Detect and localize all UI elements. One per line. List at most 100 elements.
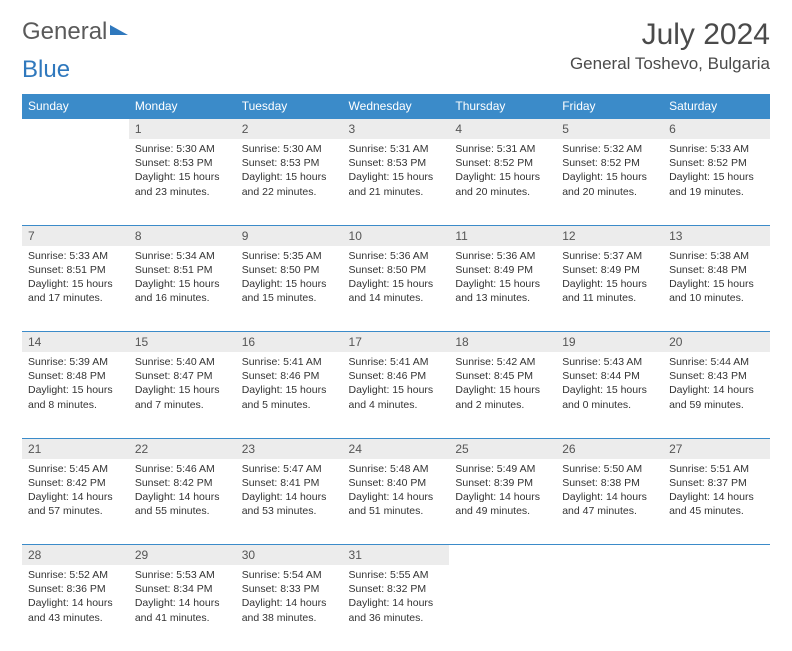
- day-cell: Sunrise: 5:33 AMSunset: 8:51 PMDaylight:…: [22, 246, 129, 332]
- day-number-cell: 31: [343, 545, 450, 566]
- day-cell: Sunrise: 5:41 AMSunset: 8:46 PMDaylight:…: [343, 352, 450, 438]
- day-number-cell: 28: [22, 545, 129, 566]
- day-number-cell: 22: [129, 438, 236, 459]
- day-cell: Sunrise: 5:53 AMSunset: 8:34 PMDaylight:…: [129, 565, 236, 651]
- day-details: Sunrise: 5:35 AMSunset: 8:50 PMDaylight:…: [236, 246, 343, 312]
- day-number-cell: 26: [556, 438, 663, 459]
- logo-text-1: General: [22, 18, 107, 46]
- day-cell: Sunrise: 5:35 AMSunset: 8:50 PMDaylight:…: [236, 246, 343, 332]
- weekday-header: Monday: [129, 94, 236, 119]
- day-number-row: 14151617181920: [22, 332, 770, 353]
- day-details: Sunrise: 5:33 AMSunset: 8:51 PMDaylight:…: [22, 246, 129, 312]
- day-content-row: Sunrise: 5:33 AMSunset: 8:51 PMDaylight:…: [22, 246, 770, 332]
- day-cell: Sunrise: 5:36 AMSunset: 8:49 PMDaylight:…: [449, 246, 556, 332]
- day-cell: Sunrise: 5:47 AMSunset: 8:41 PMDaylight:…: [236, 459, 343, 545]
- day-cell: Sunrise: 5:43 AMSunset: 8:44 PMDaylight:…: [556, 352, 663, 438]
- day-cell: Sunrise: 5:36 AMSunset: 8:50 PMDaylight:…: [343, 246, 450, 332]
- day-number-cell: 23: [236, 438, 343, 459]
- day-number-cell: 11: [449, 225, 556, 246]
- day-number-cell: [663, 545, 770, 566]
- day-cell: Sunrise: 5:51 AMSunset: 8:37 PMDaylight:…: [663, 459, 770, 545]
- day-number-cell: 24: [343, 438, 450, 459]
- day-details: Sunrise: 5:30 AMSunset: 8:53 PMDaylight:…: [129, 139, 236, 205]
- day-cell: Sunrise: 5:46 AMSunset: 8:42 PMDaylight:…: [129, 459, 236, 545]
- day-number-cell: 4: [449, 119, 556, 140]
- title-block: July 2024 General Toshevo, Bulgaria: [570, 18, 770, 74]
- day-details: Sunrise: 5:34 AMSunset: 8:51 PMDaylight:…: [129, 246, 236, 312]
- day-details: Sunrise: 5:44 AMSunset: 8:43 PMDaylight:…: [663, 352, 770, 418]
- day-number-cell: 14: [22, 332, 129, 353]
- day-cell: Sunrise: 5:31 AMSunset: 8:53 PMDaylight:…: [343, 139, 450, 225]
- day-details: Sunrise: 5:47 AMSunset: 8:41 PMDaylight:…: [236, 459, 343, 525]
- day-number-row: 28293031: [22, 545, 770, 566]
- day-content-row: Sunrise: 5:52 AMSunset: 8:36 PMDaylight:…: [22, 565, 770, 651]
- day-details: Sunrise: 5:46 AMSunset: 8:42 PMDaylight:…: [129, 459, 236, 525]
- day-cell: Sunrise: 5:54 AMSunset: 8:33 PMDaylight:…: [236, 565, 343, 651]
- day-details: Sunrise: 5:50 AMSunset: 8:38 PMDaylight:…: [556, 459, 663, 525]
- day-number-cell: 17: [343, 332, 450, 353]
- day-cell: Sunrise: 5:41 AMSunset: 8:46 PMDaylight:…: [236, 352, 343, 438]
- day-details: Sunrise: 5:31 AMSunset: 8:53 PMDaylight:…: [343, 139, 450, 205]
- day-details: Sunrise: 5:32 AMSunset: 8:52 PMDaylight:…: [556, 139, 663, 205]
- day-number-cell: 19: [556, 332, 663, 353]
- day-number-cell: 6: [663, 119, 770, 140]
- location: General Toshevo, Bulgaria: [570, 54, 770, 74]
- day-number-cell: 5: [556, 119, 663, 140]
- day-number-row: 21222324252627: [22, 438, 770, 459]
- day-cell: Sunrise: 5:30 AMSunset: 8:53 PMDaylight:…: [129, 139, 236, 225]
- day-number-cell: 30: [236, 545, 343, 566]
- weekday-header: Saturday: [663, 94, 770, 119]
- logo: General: [22, 18, 128, 46]
- day-details: Sunrise: 5:49 AMSunset: 8:39 PMDaylight:…: [449, 459, 556, 525]
- day-number-cell: 3: [343, 119, 450, 140]
- day-details: Sunrise: 5:54 AMSunset: 8:33 PMDaylight:…: [236, 565, 343, 631]
- day-cell: Sunrise: 5:55 AMSunset: 8:32 PMDaylight:…: [343, 565, 450, 651]
- day-details: Sunrise: 5:30 AMSunset: 8:53 PMDaylight:…: [236, 139, 343, 205]
- day-number-cell: 10: [343, 225, 450, 246]
- day-cell: Sunrise: 5:45 AMSunset: 8:42 PMDaylight:…: [22, 459, 129, 545]
- day-number-cell: [556, 545, 663, 566]
- day-number-cell: [22, 119, 129, 140]
- day-details: Sunrise: 5:53 AMSunset: 8:34 PMDaylight:…: [129, 565, 236, 631]
- day-cell: Sunrise: 5:50 AMSunset: 8:38 PMDaylight:…: [556, 459, 663, 545]
- day-cell: Sunrise: 5:34 AMSunset: 8:51 PMDaylight:…: [129, 246, 236, 332]
- day-cell: Sunrise: 5:42 AMSunset: 8:45 PMDaylight:…: [449, 352, 556, 438]
- day-cell: Sunrise: 5:44 AMSunset: 8:43 PMDaylight:…: [663, 352, 770, 438]
- day-cell: Sunrise: 5:30 AMSunset: 8:53 PMDaylight:…: [236, 139, 343, 225]
- day-cell: Sunrise: 5:38 AMSunset: 8:48 PMDaylight:…: [663, 246, 770, 332]
- day-number-cell: 8: [129, 225, 236, 246]
- day-number-cell: 27: [663, 438, 770, 459]
- day-content-row: Sunrise: 5:30 AMSunset: 8:53 PMDaylight:…: [22, 139, 770, 225]
- day-number-cell: 16: [236, 332, 343, 353]
- day-number-cell: 15: [129, 332, 236, 353]
- day-details: Sunrise: 5:42 AMSunset: 8:45 PMDaylight:…: [449, 352, 556, 418]
- day-details: Sunrise: 5:41 AMSunset: 8:46 PMDaylight:…: [343, 352, 450, 418]
- day-number-cell: 2: [236, 119, 343, 140]
- weekday-header: Wednesday: [343, 94, 450, 119]
- day-details: Sunrise: 5:52 AMSunset: 8:36 PMDaylight:…: [22, 565, 129, 631]
- day-details: Sunrise: 5:51 AMSunset: 8:37 PMDaylight:…: [663, 459, 770, 525]
- day-number-cell: 9: [236, 225, 343, 246]
- day-number-cell: 20: [663, 332, 770, 353]
- day-number-cell: 7: [22, 225, 129, 246]
- day-details: Sunrise: 5:45 AMSunset: 8:42 PMDaylight:…: [22, 459, 129, 525]
- day-cell: Sunrise: 5:32 AMSunset: 8:52 PMDaylight:…: [556, 139, 663, 225]
- day-details: Sunrise: 5:38 AMSunset: 8:48 PMDaylight:…: [663, 246, 770, 312]
- day-cell: Sunrise: 5:37 AMSunset: 8:49 PMDaylight:…: [556, 246, 663, 332]
- day-cell: [556, 565, 663, 651]
- day-details: Sunrise: 5:33 AMSunset: 8:52 PMDaylight:…: [663, 139, 770, 205]
- day-number-row: 123456: [22, 119, 770, 140]
- day-cell: Sunrise: 5:52 AMSunset: 8:36 PMDaylight:…: [22, 565, 129, 651]
- day-cell: Sunrise: 5:31 AMSunset: 8:52 PMDaylight:…: [449, 139, 556, 225]
- day-cell: Sunrise: 5:48 AMSunset: 8:40 PMDaylight:…: [343, 459, 450, 545]
- day-details: Sunrise: 5:31 AMSunset: 8:52 PMDaylight:…: [449, 139, 556, 205]
- day-content-row: Sunrise: 5:45 AMSunset: 8:42 PMDaylight:…: [22, 459, 770, 545]
- day-cell: [449, 565, 556, 651]
- weekday-header: Thursday: [449, 94, 556, 119]
- day-number-cell: 12: [556, 225, 663, 246]
- day-details: Sunrise: 5:43 AMSunset: 8:44 PMDaylight:…: [556, 352, 663, 418]
- day-details: Sunrise: 5:39 AMSunset: 8:48 PMDaylight:…: [22, 352, 129, 418]
- day-details: Sunrise: 5:48 AMSunset: 8:40 PMDaylight:…: [343, 459, 450, 525]
- day-details: Sunrise: 5:36 AMSunset: 8:50 PMDaylight:…: [343, 246, 450, 312]
- day-details: Sunrise: 5:55 AMSunset: 8:32 PMDaylight:…: [343, 565, 450, 631]
